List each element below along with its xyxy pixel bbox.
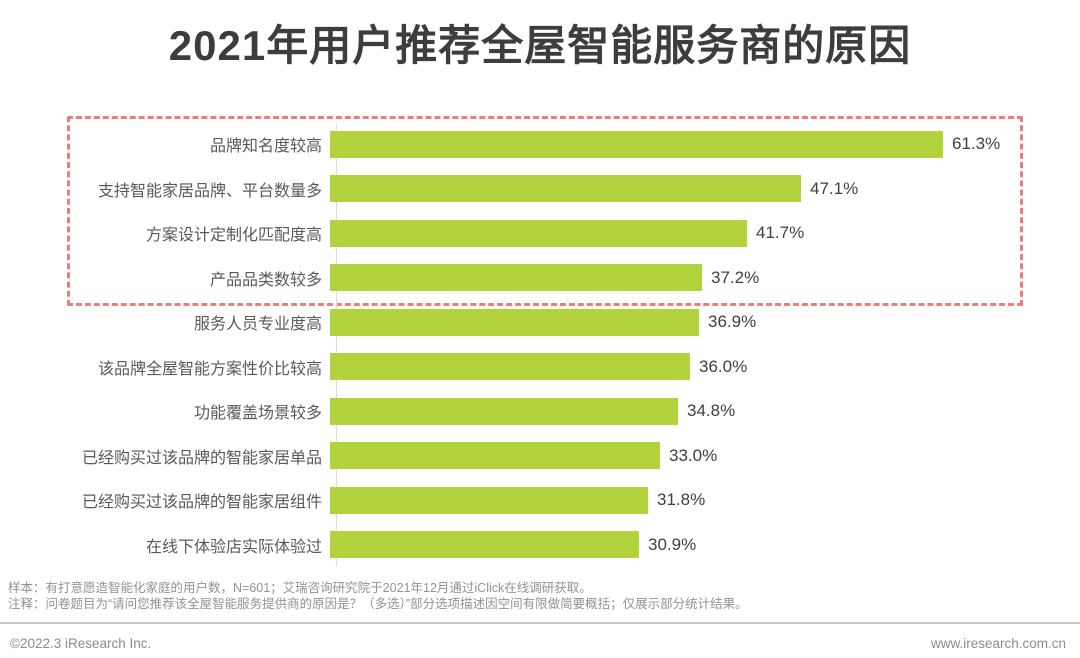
bar-chart: 品牌知名度较高 61.3% 支持智能家居品牌、平台数量多 47.1% 方案设计定制化匹配… (0, 122, 1080, 567)
value-label: 31.8% (657, 490, 706, 510)
category-label: 在线下体验店实际体验过 (145, 538, 322, 556)
category-label: 服务人员专业度高 (193, 316, 322, 334)
value-label: 37.2% (711, 267, 760, 287)
bar-row: 方案设计定制化匹配度高 41.7% (0, 211, 1080, 256)
bar (330, 264, 702, 292)
value-label: 47.1% (810, 178, 859, 198)
note-annotation: 注释：问卷题目为“请问您推荐该全屋智能服务提供商的原因是？（多选）”部分选项描述… (8, 596, 748, 611)
category-label: 已经购买过该品牌的智能家居组件 (81, 494, 322, 512)
bar-row: 支持智能家居品牌、平台数量多 47.1% (0, 167, 1080, 212)
value-label: 33.0% (669, 445, 718, 465)
bar-row: 功能覆盖场景较多 34.8% (0, 389, 1080, 434)
bar (330, 442, 660, 470)
category-label: 产品品类数较多 (209, 271, 322, 289)
category-label: 方案设计定制化匹配度高 (145, 227, 322, 245)
bar-row: 服务人员专业度高 36.9% (0, 300, 1080, 345)
bar-row: 该品牌全屋智能方案性价比较高 36.0% (0, 345, 1080, 390)
category-label: 支持智能家居品牌、平台数量多 (97, 182, 322, 200)
note-sample: 样本：有打意愿造智能化家庭的用户数，N=601；艾瑞咨询研究院于2021年12月… (8, 581, 592, 595)
category-label: 功能覆盖场景较多 (193, 405, 322, 423)
bar (330, 308, 699, 336)
bar (330, 130, 943, 158)
bar (330, 397, 678, 425)
value-label: 36.0% (699, 356, 748, 376)
bar-row: 在线下体验店实际体验过 30.9% (0, 523, 1080, 568)
value-label: 34.8% (687, 401, 736, 421)
category-label: 该品牌全屋智能方案性价比较高 (97, 360, 322, 378)
footer-bar: ©2022.3 iResearch Inc. www.iresearch.com… (0, 628, 1080, 658)
bar-row: 已经购买过该品牌的智能家居组件 31.8% (0, 478, 1080, 523)
bar (330, 353, 690, 381)
footer-divider (0, 622, 1080, 624)
website-link[interactable]: www.iresearch.com.cn (930, 635, 1066, 651)
bar-row: 品牌知名度较高 61.3% (0, 122, 1080, 167)
bar (330, 175, 801, 203)
value-label: 61.3% (952, 134, 1001, 154)
bar (330, 531, 639, 559)
value-label: 36.9% (708, 312, 757, 332)
value-label: 30.9% (648, 534, 697, 554)
bar (330, 486, 648, 514)
category-label: 已经购买过该品牌的智能家居单品 (81, 449, 322, 467)
copyright-text: ©2022.3 iResearch Inc. (10, 635, 152, 651)
bar (330, 219, 747, 247)
bar-row: 产品品类数较多 37.2% (0, 256, 1080, 301)
page-title: 2021年用户推荐全屋智能服务商的原因 (168, 22, 912, 69)
category-label: 品牌知名度较高 (209, 138, 322, 156)
chart-axis-line (336, 124, 337, 566)
bar-row: 已经购买过该品牌的智能家居单品 33.0% (0, 434, 1080, 479)
chart-notes: 样本：有打意愿造智能化家庭的用户数，N=601；艾瑞咨询研究院于2021年12月… (8, 581, 1068, 612)
value-label: 41.7% (756, 223, 805, 243)
